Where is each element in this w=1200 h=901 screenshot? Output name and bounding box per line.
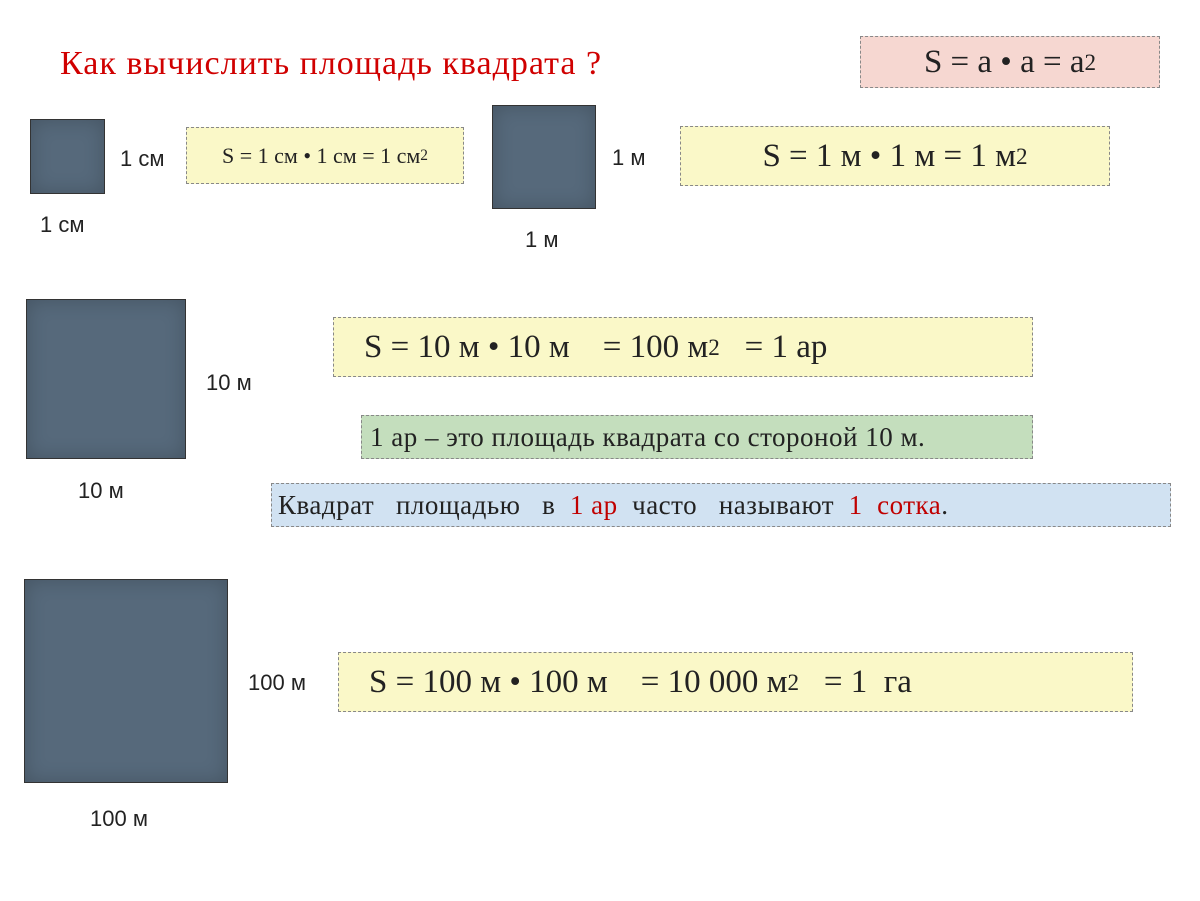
label-100m-right: 100 м <box>248 670 306 696</box>
note-sotka: Квадрат площадью в 1 ар часто называют 1… <box>271 483 1171 527</box>
label-1m-bottom: 1 м <box>525 227 558 253</box>
formula-100m: S = 100 м • 100 м = 10 000 м2 = 1 га <box>338 652 1133 712</box>
square-10m <box>26 299 186 459</box>
square-100m <box>24 579 228 783</box>
formula-1m: S = 1 м • 1 м = 1 м2 <box>680 126 1110 186</box>
label-10m-right: 10 м <box>206 370 252 396</box>
square-1m <box>492 105 596 209</box>
label-1cm-bottom: 1 см <box>40 212 84 238</box>
note-ar-definition: 1 ар – это площадь квадрата со стороной … <box>361 415 1033 459</box>
formula-10m: S = 10 м • 10 м = 100 м2 = 1 ар <box>333 317 1033 377</box>
page-title: Как вычислить площадь квадрата ? <box>60 45 602 83</box>
label-100m-bottom: 100 м <box>90 806 148 832</box>
label-10m-bottom: 10 м <box>78 478 124 504</box>
formula-1cm: S = 1 см • 1 см = 1 см2 <box>186 127 464 184</box>
square-1cm <box>30 119 105 194</box>
label-1m-right: 1 м <box>612 145 645 171</box>
formula-main: S = a • a = a2 <box>860 36 1160 88</box>
label-1cm-right: 1 см <box>120 146 164 172</box>
